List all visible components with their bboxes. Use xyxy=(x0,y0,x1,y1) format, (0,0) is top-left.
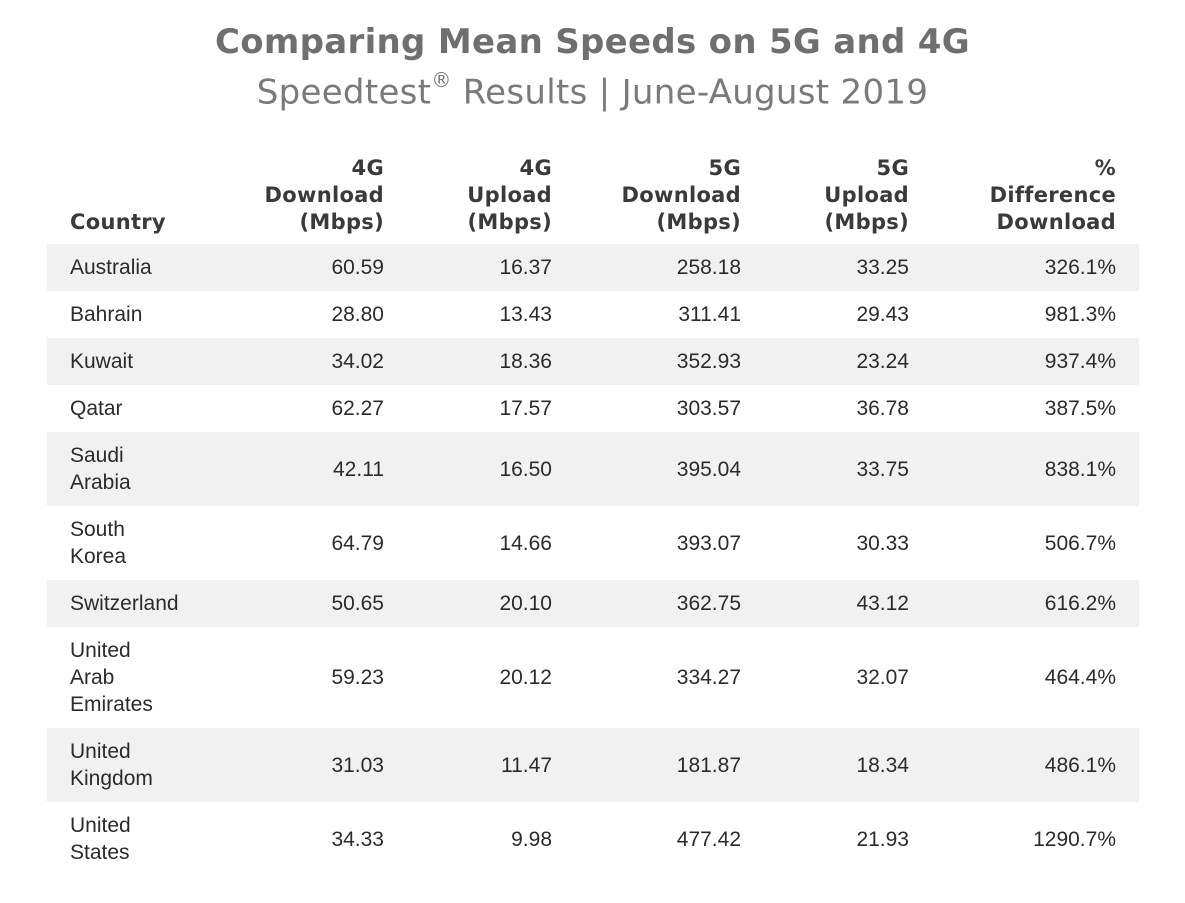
cell-5g-download: 303.57 xyxy=(676,397,741,420)
cell-5g-upload: 18.34 xyxy=(764,728,932,802)
cell-4g-upload: 16.37 xyxy=(407,244,575,291)
table-row: United Arab Emirates 59.23 20.12 334.27 32.07 4… xyxy=(47,627,1139,728)
cell-4g-upload: 13.43 xyxy=(499,303,552,326)
cell-4g-download: 42.11 xyxy=(227,432,407,506)
chart-title: Comparing Mean Speeds on 5G and 4G xyxy=(215,22,970,62)
cell-4g-upload: 11.47 xyxy=(407,728,575,802)
table-row: Kuwait 34.02 18.36 352.93 23.24 937.4% xyxy=(47,338,1139,385)
cell-4g-upload: 16.50 xyxy=(407,432,575,506)
cell-country: United Arab Emirates xyxy=(70,639,153,716)
cell-5g-upload: 33.25 xyxy=(764,244,932,291)
cell-5g-upload: 21.93 xyxy=(856,827,909,851)
cell-5g-download: 395.04 xyxy=(575,432,764,506)
registered-mark: ® xyxy=(431,68,452,92)
chart-subtitle: Speedtest® Results | June-August 2019 xyxy=(0,68,1185,113)
cell-pct-difference: 387.5% xyxy=(1044,397,1116,420)
speed-comparison-table: Country 4G Download (Mbps) 4G Upload (Mbps) 5G D… xyxy=(47,155,1139,876)
cell-country: Qatar xyxy=(70,397,123,420)
table-row: United Kingdom 31.03 11.47 181.87 18.34 486.1% xyxy=(47,728,1139,802)
table-header: Country 4G Download (Mbps) 4G Upload (Mbps) 5G D… xyxy=(47,155,1139,244)
cell-country: United States xyxy=(70,814,131,864)
cell-4g-download: 50.65 xyxy=(227,580,407,627)
table-row: Bahrain 28.80 13.43 311.41 29.43 981.3% xyxy=(47,291,1139,338)
cell-pct-difference: 937.4% xyxy=(932,338,1139,385)
cell-pct-difference: 838.1% xyxy=(932,432,1139,506)
cell-country: Kuwait xyxy=(47,338,227,385)
cell-4g-download: 34.33 xyxy=(331,827,384,851)
cell-pct-difference: 326.1% xyxy=(932,244,1139,291)
cell-4g-upload: 9.98 xyxy=(511,827,552,851)
cell-country: Switzerland xyxy=(47,580,227,627)
column-header-5g-download: 5G Download (Mbps) xyxy=(621,156,741,234)
cell-4g-upload: 20.10 xyxy=(407,580,575,627)
cell-pct-difference: 486.1% xyxy=(932,728,1139,802)
subtitle-suffix: Results | June-August 2019 xyxy=(451,72,929,113)
column-header-pct-difference: % Difference Download xyxy=(989,156,1116,234)
cell-5g-download: 311.41 xyxy=(678,303,741,326)
column-header-country: Country xyxy=(70,210,166,234)
cell-5g-upload: 23.24 xyxy=(764,338,932,385)
cell-pct-difference: 981.3% xyxy=(1044,303,1116,326)
cell-5g-upload: 32.07 xyxy=(856,666,909,689)
cell-country: South Korea xyxy=(70,518,127,568)
cell-4g-download: 59.23 xyxy=(331,666,384,689)
column-header-5g-upload: 5G Upload (Mbps) xyxy=(824,156,909,234)
cell-5g-download: 258.18 xyxy=(575,244,764,291)
cell-pct-difference: 464.4% xyxy=(1044,666,1116,689)
cell-country: Australia xyxy=(47,244,227,291)
table-row: Australia 60.59 16.37 258.18 33.25 326.1% xyxy=(47,244,1139,291)
cell-4g-upload: 17.57 xyxy=(499,397,552,420)
cell-country: United Kingdom xyxy=(47,728,227,802)
cell-5g-download: 352.93 xyxy=(575,338,764,385)
cell-4g-download: 62.27 xyxy=(331,397,384,420)
cell-5g-download: 362.75 xyxy=(575,580,764,627)
subtitle-prefix: Speedtest xyxy=(256,72,432,113)
cell-5g-upload: 29.43 xyxy=(856,303,909,326)
cell-5g-download: 334.27 xyxy=(676,666,741,689)
cell-5g-download: 477.42 xyxy=(676,827,741,851)
cell-4g-download: 60.59 xyxy=(227,244,407,291)
cell-5g-upload: 30.33 xyxy=(856,531,909,555)
table-row: South Korea 64.79 14.66 393.07 30.33 506.7% xyxy=(47,506,1139,580)
cell-4g-download: 64.79 xyxy=(331,531,384,555)
cell-pct-difference: 506.7% xyxy=(1044,531,1116,555)
cell-4g-upload: 20.12 xyxy=(499,666,552,689)
cell-pct-difference: 616.2% xyxy=(932,580,1139,627)
table-row: Qatar 62.27 17.57 303.57 36.78 387.5% xyxy=(47,385,1139,432)
table-row: Switzerland 50.65 20.10 362.75 43.12 616.2% xyxy=(47,580,1139,627)
column-header-4g-upload: 4G Upload (Mbps) xyxy=(467,156,552,234)
cell-4g-upload: 18.36 xyxy=(407,338,575,385)
cell-country: Bahrain xyxy=(70,303,143,326)
cell-5g-download: 181.87 xyxy=(575,728,764,802)
cell-5g-upload: 43.12 xyxy=(764,580,932,627)
cell-5g-upload: 36.78 xyxy=(856,397,909,420)
cell-4g-download: 28.80 xyxy=(331,303,384,326)
table-body: Australia 60.59 16.37 258.18 33.25 326.1% Bahr… xyxy=(47,244,1139,876)
cell-4g-download: 34.02 xyxy=(227,338,407,385)
header-row: Country 4G Download (Mbps) 4G Upload (Mbps) 5G D… xyxy=(47,155,1139,244)
cell-5g-upload: 33.75 xyxy=(764,432,932,506)
column-header-4g-download: 4G Download (Mbps) xyxy=(264,156,384,234)
cell-country: Saudi Arabia xyxy=(47,432,227,506)
table-row: United States 34.33 9.98 477.42 21.93 1290.7% xyxy=(47,802,1139,876)
table-row: Saudi Arabia 42.11 16.50 395.04 33.75 838.1% xyxy=(47,432,1139,506)
cell-pct-difference: 1290.7% xyxy=(1033,827,1116,851)
cell-4g-upload: 14.66 xyxy=(499,531,552,555)
cell-4g-download: 31.03 xyxy=(227,728,407,802)
cell-5g-download: 393.07 xyxy=(676,531,741,555)
